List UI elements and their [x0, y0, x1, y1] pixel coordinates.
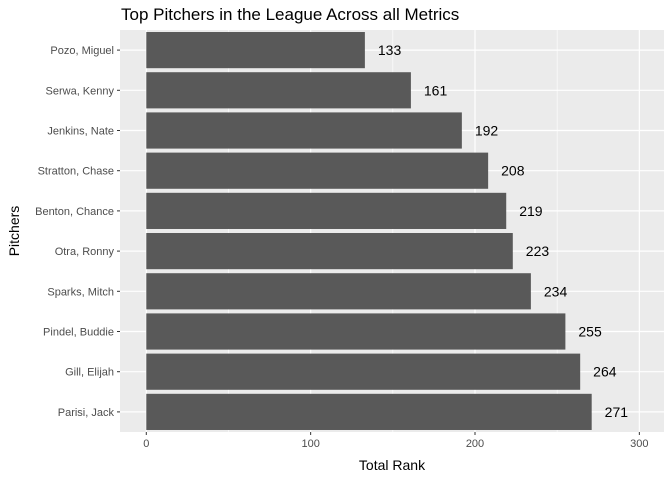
x-tick-label: 0	[143, 438, 149, 450]
x-axis-ticks: 0 100 200 300	[143, 432, 649, 450]
y-axis-title: Pitchers	[6, 206, 22, 257]
y-tick-label: Gill, Elijah	[65, 367, 114, 379]
bar	[146, 233, 513, 270]
data-label: 208	[501, 163, 525, 179]
x-axis-title: Total Rank	[359, 457, 426, 473]
bars	[146, 32, 592, 430]
data-label: 234	[544, 283, 568, 299]
chart-title: Top Pitchers in the League Across all Me…	[121, 5, 460, 24]
bar	[146, 273, 531, 310]
bar	[146, 72, 411, 109]
bar	[146, 112, 462, 149]
bar	[146, 353, 581, 390]
bar	[146, 313, 566, 350]
y-tick-label: Serwa, Kenny	[46, 85, 115, 97]
data-label: 271	[605, 404, 629, 420]
y-tick-label: Otra, Ronny	[55, 246, 115, 258]
data-label: 133	[378, 42, 402, 58]
y-tick-label: Sparks, Mitch	[47, 286, 114, 298]
data-label: 192	[475, 123, 499, 139]
data-label: 255	[578, 324, 602, 340]
data-label: 161	[424, 82, 448, 98]
y-tick-label: Parisi, Jack	[58, 407, 115, 419]
y-tick-label: Jenkins, Nate	[47, 126, 114, 138]
x-tick-label: 200	[466, 438, 484, 450]
bar	[146, 152, 489, 189]
y-tick-label: Benton, Chance	[35, 206, 114, 218]
bar	[146, 192, 507, 229]
bar	[146, 32, 365, 69]
data-label: 223	[526, 243, 550, 259]
y-axis-ticks: Pozo, Miguel Serwa, Kenny Jenkins, Nate Str…	[35, 45, 120, 419]
data-labels: 133 161 192 208 219 223 234 255 264 271	[378, 42, 628, 420]
x-tick-label: 100	[301, 438, 319, 450]
x-tick-label: 300	[630, 438, 648, 450]
data-label: 219	[519, 203, 543, 219]
y-tick-label: Pozo, Miguel	[50, 45, 114, 57]
bar	[146, 393, 592, 430]
y-tick-label: Pindel, Buddie	[43, 327, 114, 339]
y-tick-label: Stratton, Chase	[38, 166, 114, 178]
data-label: 264	[593, 364, 617, 380]
